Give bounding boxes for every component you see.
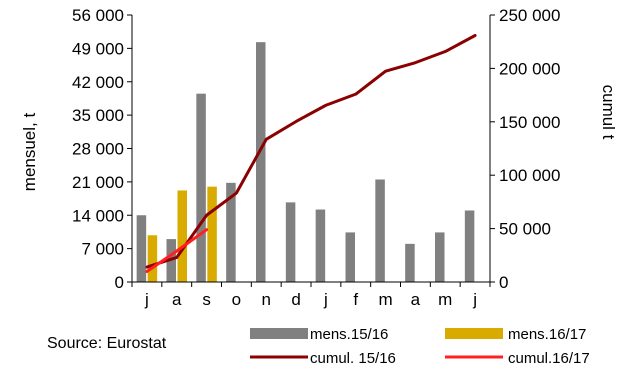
legend-label-mens-15-16: mens.15/16 xyxy=(310,326,388,343)
x-tick-label-9: a xyxy=(411,290,421,309)
right-axis-title: cumul t xyxy=(599,85,618,140)
x-tick-label-7: f xyxy=(353,290,358,309)
line-cumul-15-16 xyxy=(145,34,477,269)
bar-mens-15-16-5 xyxy=(285,202,296,282)
right-tick-label-4: 200 000 xyxy=(499,59,560,78)
x-tick-label-8: m xyxy=(378,290,392,309)
right-tick-label-5: 250 000 xyxy=(499,6,560,25)
bar-mens-15-16-7 xyxy=(345,232,355,282)
x-tick-label-6: j xyxy=(323,290,328,309)
x-tick-label-10: m xyxy=(438,290,452,309)
legend-label-cumul-15-16: cumul. 15/16 xyxy=(310,350,396,367)
left-tick-labels: 0 7 000 14 000 21 000 28 000 35 000 42 000 49 0… xyxy=(72,6,124,292)
bar-mens-15-16-3 xyxy=(226,182,236,282)
bar-mens-16-17-0 xyxy=(147,235,158,282)
legend-swatch-mens-16-17 xyxy=(445,328,503,339)
left-axis-title: mensuel, t xyxy=(20,113,39,192)
line-cumul-16-17 xyxy=(145,228,209,274)
bar-mens-16-17-2 xyxy=(207,186,217,282)
bar-mens-15-16-9 xyxy=(405,243,415,282)
bar-mens-15-16-10 xyxy=(435,232,445,282)
bar-mens-15-16-2 xyxy=(196,93,206,282)
bar-mens-15-16-8 xyxy=(375,179,385,282)
left-tick-label-5: 35 000 xyxy=(72,106,124,125)
x-tick-label-2: s xyxy=(202,290,211,309)
plot-lines xyxy=(145,34,477,274)
bar-mens-15-16-0 xyxy=(136,215,147,282)
right-tick-label-0: 0 xyxy=(499,273,508,292)
legend-label-cumul-16-17: cumul.16/17 xyxy=(508,350,590,367)
axes xyxy=(127,14,495,287)
bar-mens-15-16-4 xyxy=(256,42,266,282)
left-tick-label-0: 0 xyxy=(115,273,124,292)
legend-label-mens-16-17: mens.16/17 xyxy=(508,326,586,343)
left-tick-label-3: 21 000 xyxy=(72,173,124,192)
x-tick-label-5: d xyxy=(291,290,300,309)
left-tick-label-2: 14 000 xyxy=(72,206,124,225)
left-tick-label-1: 7 000 xyxy=(81,240,124,259)
left-tick-label-4: 28 000 xyxy=(72,140,124,159)
source-note: Source: Eurostat xyxy=(47,335,167,352)
left-tick-label-8: 56 000 xyxy=(72,6,124,25)
right-tick-label-1: 50 000 xyxy=(499,220,551,239)
bar-mens-16-17-1 xyxy=(177,190,187,282)
x-tick-label-0: j xyxy=(144,290,149,309)
x-tick-label-1: a xyxy=(172,290,182,309)
x-tick-label-4: n xyxy=(262,290,271,309)
left-tick-label-7: 49 000 xyxy=(72,39,124,58)
bar-mens-15-16-6 xyxy=(315,209,326,282)
right-tick-labels: 0 50 000 100 000 150 000 200 000 250 000 xyxy=(499,6,560,292)
x-tick-label-11: j xyxy=(472,290,477,309)
right-tick-label-3: 150 000 xyxy=(499,113,560,132)
x-tick-label-3: o xyxy=(232,290,241,309)
right-tick-label-2: 100 000 xyxy=(499,166,560,185)
legend-swatch-mens-15-16 xyxy=(250,328,308,339)
left-tick-label-6: 42 000 xyxy=(72,73,124,92)
bar-mens-15-16-11 xyxy=(464,210,475,282)
legend: mens.15/16 mens.16/17 cumul. 15/16 cumul.16… xyxy=(250,326,590,367)
plot-bars xyxy=(136,42,475,282)
